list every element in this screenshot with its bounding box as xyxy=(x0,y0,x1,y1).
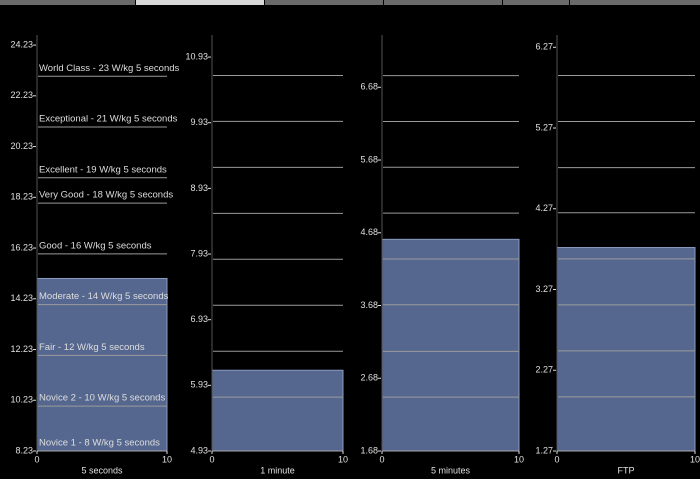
y-tick-label: 8.93 xyxy=(190,183,208,193)
y-tick-label: 12.23 xyxy=(10,344,33,354)
tab[interactable] xyxy=(265,0,383,5)
x-tick-label: 0 xyxy=(554,454,559,464)
y-tick-label: 20.23 xyxy=(10,141,33,151)
bar xyxy=(211,369,344,452)
y-tick-label: 2.27 xyxy=(535,365,553,375)
reference-label: Fair - 12 W/kg 5 seconds xyxy=(39,342,145,353)
category-label: FTP xyxy=(618,465,635,475)
y-tick-label: 10.23 xyxy=(10,395,33,405)
y-tick-label: 6.27 xyxy=(535,42,553,52)
reference-label: Novice 1 - 8 W/kg 5 seconds xyxy=(39,438,160,449)
y-tick-label: 5.93 xyxy=(190,380,208,390)
y-tick-label: 7.93 xyxy=(190,248,208,258)
tab-bar xyxy=(0,0,700,5)
tab[interactable] xyxy=(384,0,502,5)
tab[interactable] xyxy=(0,0,135,5)
category-label: 5 seconds xyxy=(81,465,123,475)
y-tick-label: 24.23 xyxy=(10,39,33,49)
x-tick-label: 10 xyxy=(514,454,524,464)
y-tick-label: 9.93 xyxy=(190,117,208,127)
y-tick-label: 1.68 xyxy=(360,445,378,455)
reference-label: Novice 2 - 10 W/kg 5 seconds xyxy=(39,393,165,404)
reference-label: Moderate - 14 W/kg 5 seconds xyxy=(39,291,169,302)
y-tick-label: 4.27 xyxy=(535,203,553,213)
y-tick-label: 3.27 xyxy=(535,284,553,294)
y-tick-label: 6.93 xyxy=(190,314,208,324)
y-tick-label: 14.23 xyxy=(10,293,33,303)
tab[interactable] xyxy=(136,0,264,5)
y-tick-label: 22.23 xyxy=(10,90,33,100)
bar xyxy=(381,238,520,452)
bar xyxy=(36,277,168,452)
reference-label: World Class - 23 W/kg 5 seconds xyxy=(39,63,180,74)
x-tick-label: 0 xyxy=(379,454,384,464)
reference-label: Excellent - 19 W/kg 5 seconds xyxy=(39,164,167,175)
y-tick-label: 5.27 xyxy=(535,122,553,132)
y-tick-label: 10.93 xyxy=(185,51,208,61)
x-tick-label: 10 xyxy=(162,454,172,464)
reference-label: Exceptional - 21 W/kg 5 seconds xyxy=(39,114,178,125)
y-tick-label: 1.27 xyxy=(535,445,553,455)
reference-label: Good - 16 W/kg 5 seconds xyxy=(39,240,152,251)
y-tick-label: 4.93 xyxy=(190,445,208,455)
y-tick-label: 5.68 xyxy=(360,154,378,164)
x-tick-label: 10 xyxy=(690,454,700,464)
y-tick-label: 3.68 xyxy=(360,300,378,310)
x-tick-label: 0 xyxy=(209,454,214,464)
x-tick-label: 10 xyxy=(338,454,348,464)
category-label: 1 minute xyxy=(260,465,295,475)
tab[interactable] xyxy=(570,0,700,5)
y-tick-label: 6.68 xyxy=(360,82,378,92)
y-tick-label: 8.23 xyxy=(15,445,33,455)
y-tick-label: 4.68 xyxy=(360,227,378,237)
category-label: 5 minutes xyxy=(431,465,471,475)
x-tick-label: 0 xyxy=(34,454,39,464)
y-tick-label: 16.23 xyxy=(10,242,33,252)
y-tick-label: 2.68 xyxy=(360,373,378,383)
reference-label: Very Good - 18 W/kg 5 seconds xyxy=(39,190,173,201)
tab[interactable] xyxy=(503,0,569,5)
y-tick-label: 18.23 xyxy=(10,192,33,202)
bar xyxy=(556,247,696,452)
